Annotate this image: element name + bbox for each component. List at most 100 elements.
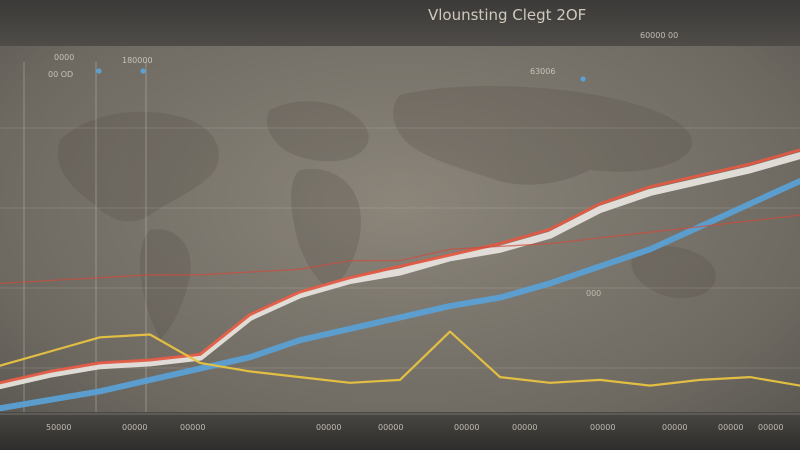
data-point (549, 282, 551, 284)
data-point (49, 280, 51, 282)
data-point (499, 297, 501, 299)
series-line (0, 178, 800, 412)
data-point (349, 382, 351, 384)
data-point (449, 331, 451, 333)
top-label: 60000 00 (640, 31, 678, 40)
data-point (649, 248, 651, 250)
data-point (599, 265, 601, 267)
data-point (449, 248, 451, 250)
data-point (49, 370, 51, 372)
data-point (349, 277, 351, 279)
data-point (399, 316, 401, 318)
data-point (99, 365, 101, 367)
series-line (0, 152, 800, 390)
top-label: 0000 (54, 53, 74, 62)
data-point (449, 305, 451, 307)
data-point (749, 203, 751, 205)
top-labels: 0000 00 OD 180000 60000 00 63006 (48, 31, 678, 79)
x-tick-label: 00000 (316, 423, 341, 432)
data-point (349, 260, 351, 262)
data-point (449, 257, 451, 259)
data-point (649, 385, 651, 387)
top-label: 180000 (122, 56, 153, 65)
data-point (299, 376, 301, 378)
data-point (599, 209, 601, 211)
data-point (699, 379, 701, 381)
x-tick-label: 00000 (662, 423, 687, 432)
data-point (149, 334, 151, 336)
header-band (0, 0, 800, 46)
data-point (99, 390, 101, 392)
data-point (649, 186, 651, 188)
data-point (399, 265, 401, 267)
x-tick-label: 00000 (454, 423, 479, 432)
data-point (149, 359, 151, 361)
series-line (0, 330, 800, 387)
data-point (349, 280, 351, 282)
data-point (249, 314, 251, 316)
data-point (49, 399, 51, 401)
data-point (199, 362, 201, 364)
data-point (749, 220, 751, 222)
x-tick-label: 00000 (180, 423, 205, 432)
chart-title: Vlounsting Clegt 2OF (428, 6, 586, 24)
world-map-watermark (57, 85, 716, 340)
data-point (549, 234, 551, 236)
bottom-ticks: 50000 00000 00000 00000 00000 00000 00000 00000… (46, 423, 783, 432)
x-tick-label: 00000 (590, 423, 615, 432)
data-point (599, 237, 601, 239)
top-label: 00 OD (48, 70, 73, 79)
data-point (649, 231, 651, 233)
data-point (299, 294, 301, 296)
marker-dots (96, 68, 586, 82)
x-tick-label: 50000 (46, 423, 71, 432)
series-layer (0, 148, 800, 412)
data-point (249, 271, 251, 273)
data-point (349, 328, 351, 330)
data-point (499, 248, 501, 250)
data-point (399, 379, 401, 381)
data-point (599, 203, 601, 205)
data-point (449, 254, 451, 256)
data-point (749, 169, 751, 171)
marker-dot (580, 76, 586, 82)
data-point (749, 376, 751, 378)
data-point (299, 291, 301, 293)
data-point (99, 336, 101, 338)
gridlines (0, 127, 800, 369)
data-point (199, 356, 201, 358)
data-point (649, 192, 651, 194)
data-point (299, 268, 301, 270)
x-tick-label: 00000 (758, 423, 783, 432)
data-point (249, 370, 251, 372)
series-line (0, 148, 800, 385)
data-point (99, 362, 101, 364)
x-tick-label: 00000 (122, 423, 147, 432)
marker-dot (96, 68, 102, 74)
annotation-label: 000 (586, 289, 601, 298)
data-point (399, 260, 401, 262)
data-point (549, 243, 551, 245)
top-label: 63006 (530, 67, 555, 76)
data-point (199, 368, 201, 370)
data-point (399, 271, 401, 273)
data-point (699, 226, 701, 228)
data-point (99, 277, 101, 279)
data-point (299, 339, 301, 341)
x-tick-label: 00000 (378, 423, 403, 432)
series-line (0, 214, 800, 285)
data-point (549, 382, 551, 384)
data-point (149, 362, 151, 364)
marker-dot (140, 68, 146, 74)
data-point (749, 163, 751, 165)
data-point (549, 228, 551, 230)
data-point (49, 351, 51, 353)
data-point (499, 243, 501, 245)
data-point (199, 353, 201, 355)
x-tick-label: 00000 (512, 423, 537, 432)
data-point (199, 274, 201, 276)
data-point (249, 356, 251, 358)
